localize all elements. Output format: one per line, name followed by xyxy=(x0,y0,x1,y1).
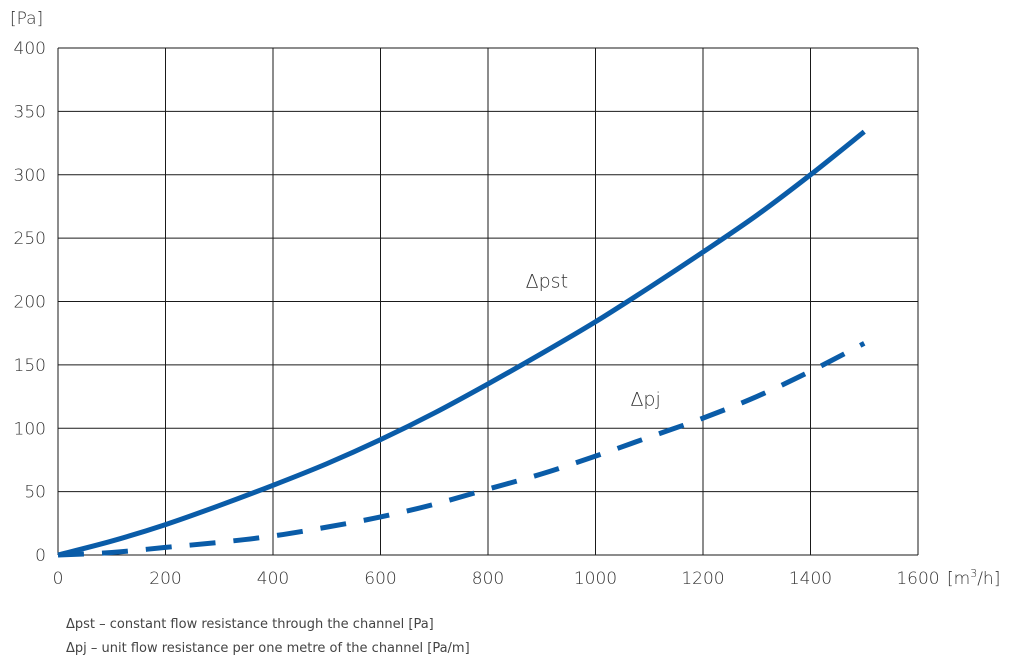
series-annotation: Δpst xyxy=(526,271,568,293)
x-tick-label: 600 xyxy=(364,569,396,589)
y-tick-label: 350 xyxy=(14,102,46,122)
x-tick-label: 800 xyxy=(472,569,504,589)
y-tick-label: 50 xyxy=(24,483,46,503)
y-axis-label: [Pa] xyxy=(10,9,43,29)
grid xyxy=(57,47,919,556)
y-tick-label: 250 xyxy=(14,229,46,249)
y-tick-label: 100 xyxy=(14,419,46,439)
annotations: Δpst Δpj xyxy=(526,271,661,411)
series-line-pst xyxy=(57,129,866,558)
x-tick-label: 1200 xyxy=(681,569,724,589)
series-annotation: Δpj xyxy=(630,388,660,410)
y-tick-label: 0 xyxy=(35,546,46,566)
x-tick-label: 400 xyxy=(257,569,289,589)
x-axis-label: [m3/h] xyxy=(947,567,1000,589)
x-tick-label: 1400 xyxy=(789,569,832,589)
legend-note-pst: Δpst – constant flow resistance through … xyxy=(66,617,434,632)
series-lines xyxy=(57,129,866,558)
y-tick-label: 300 xyxy=(14,166,46,186)
legend-note-pj: Δpj – unit flow resistance per one metre… xyxy=(66,641,470,656)
y-tick-label: 150 xyxy=(14,356,46,376)
x-tick-label: 0 xyxy=(53,569,64,589)
tick-labels: 0 200 400 600 800 1000 1200 1400 1600 0 50 100 150 20… xyxy=(14,39,940,589)
y-tick-label: 400 xyxy=(14,39,46,59)
y-tick-label: 200 xyxy=(14,293,46,313)
x-tick-label: 200 xyxy=(149,569,181,589)
series-line-pj xyxy=(57,341,866,558)
x-tick-label: 1000 xyxy=(574,569,617,589)
x-tick-label: 1600 xyxy=(896,569,939,589)
